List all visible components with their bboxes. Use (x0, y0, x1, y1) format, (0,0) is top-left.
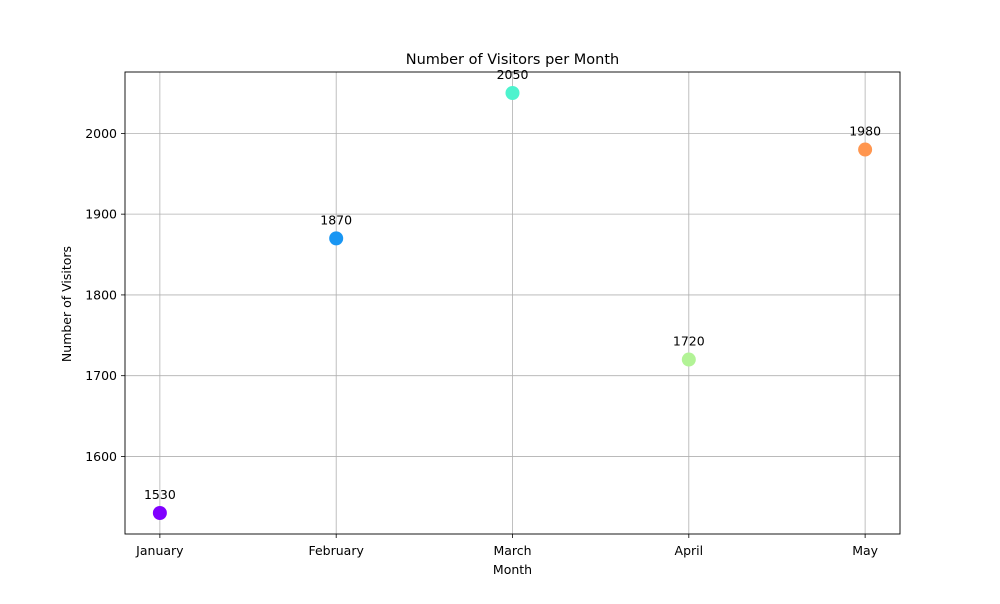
grid-lines (125, 72, 900, 534)
data-point (329, 231, 344, 246)
data-point (681, 352, 696, 367)
data-label: 1980 (849, 124, 881, 139)
y-axis-label: Number of Visitors (59, 246, 74, 362)
axes (121, 71, 901, 538)
x-tick-label: May (852, 543, 878, 558)
y-tick-label: 1600 (85, 449, 117, 464)
data-label: 1530 (144, 487, 176, 502)
y-tick-label: 2000 (85, 126, 117, 141)
y-tick-label: 1800 (85, 287, 117, 302)
data-point (152, 506, 167, 520)
data-label: 2050 (497, 67, 529, 82)
data-label: 1720 (673, 334, 705, 349)
data-points (152, 86, 873, 520)
data-point (858, 142, 873, 157)
data-label: 1870 (320, 212, 352, 227)
y-tick-label: 1700 (85, 368, 117, 383)
data-labels: 1530 1870 2050 1720 1980 (144, 67, 881, 502)
x-tick-label: March (493, 543, 531, 558)
plot-frame (124, 71, 901, 535)
x-tick-label: January (135, 543, 184, 558)
x-tick-label: April (675, 543, 704, 558)
data-point (505, 86, 520, 100)
tick-labels: January February March April May 1600 1700 1800… (85, 126, 878, 558)
chart-title: Number of Visitors per Month (406, 52, 619, 68)
y-tick-label: 1900 (85, 207, 117, 222)
x-axis-label: Month (493, 562, 532, 577)
x-tick-label: February (308, 543, 364, 558)
